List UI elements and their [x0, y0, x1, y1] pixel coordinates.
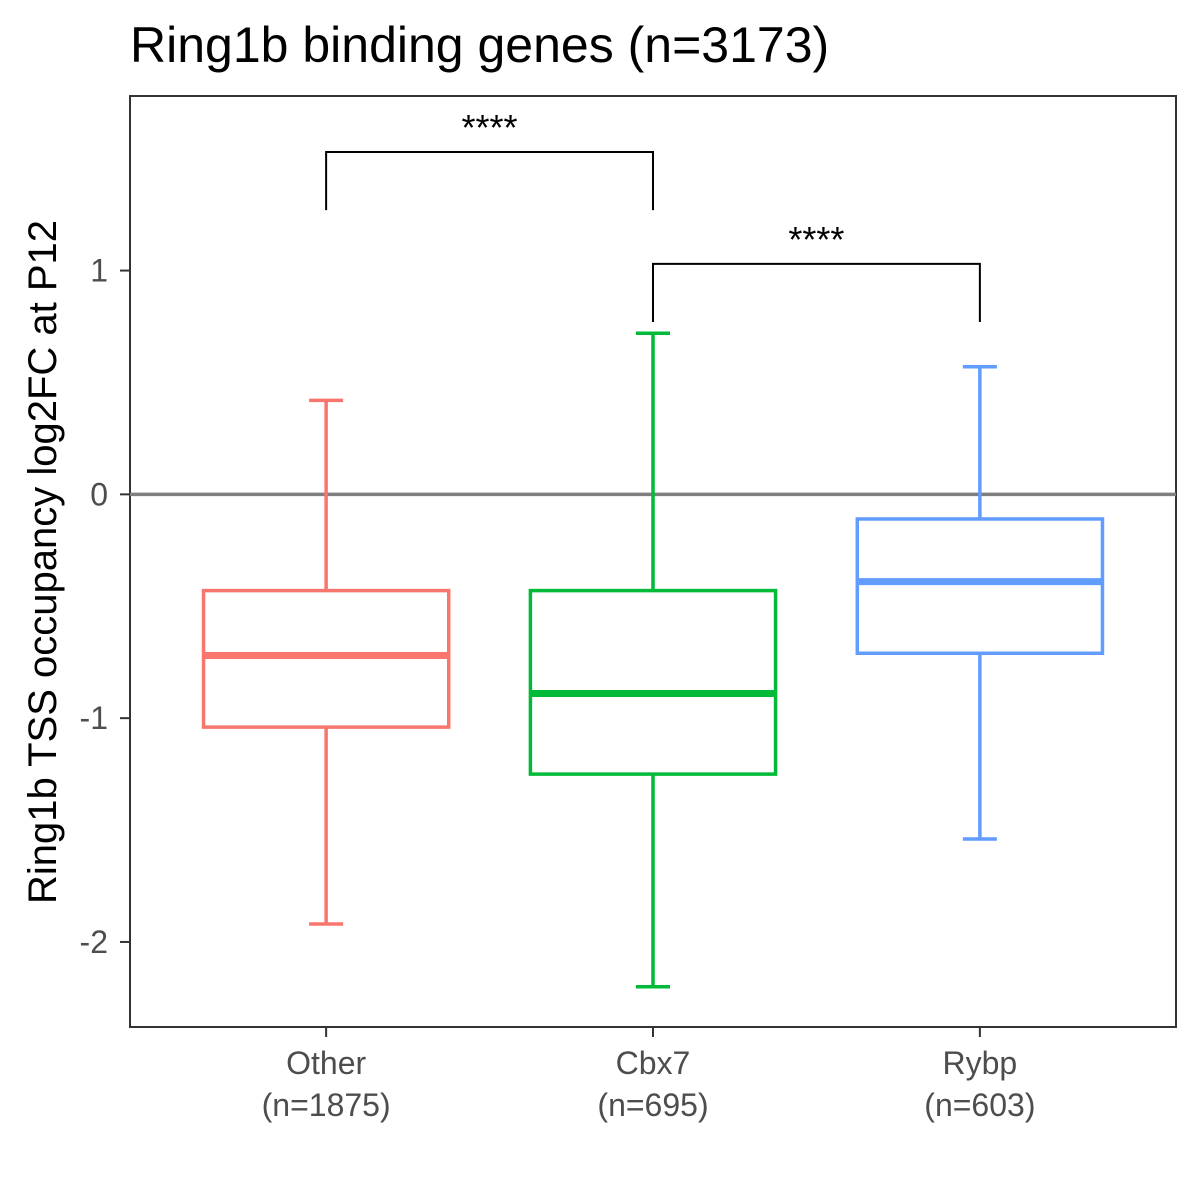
significance-annotations: **** ****	[325, 107, 981, 323]
x-tick-label: Rybp	[943, 1045, 1018, 1081]
x-tick-count-label: (n=1875)	[262, 1087, 391, 1123]
x-axis: Other (n=1875) Cbx7 (n=695) Rybp (n=603)	[262, 1027, 1035, 1123]
y-tick-label: 0	[90, 476, 108, 512]
significance-bracket: ****	[325, 107, 654, 211]
x-tick-count-label: (n=603)	[924, 1087, 1035, 1123]
y-axis-label: Ring1b TSS occupancy log2FC at P12	[21, 220, 65, 904]
y-tick-label: -1	[80, 700, 108, 736]
bracket-line	[325, 150, 654, 211]
x-tick-count-label: (n=695)	[597, 1087, 708, 1123]
boxes-layer	[201, 331, 1105, 989]
y-tick-label: 1	[90, 253, 108, 289]
x-tick-label: Other	[286, 1045, 366, 1081]
box-iqr	[528, 588, 778, 776]
box-cbx7	[528, 331, 778, 989]
significance-label: ****	[788, 219, 844, 260]
x-tick-label: Cbx7	[616, 1045, 691, 1081]
significance-bracket: ****	[652, 219, 981, 323]
bracket-line	[652, 262, 981, 323]
box-rybp	[855, 365, 1105, 841]
y-tick-label: -2	[80, 924, 108, 960]
y-axis: -2 -1 0 1	[80, 253, 130, 960]
box-iqr	[855, 517, 1105, 656]
chart-title: Ring1b binding genes (n=3173)	[130, 17, 829, 73]
box-other	[201, 398, 451, 926]
significance-label: ****	[462, 107, 518, 148]
